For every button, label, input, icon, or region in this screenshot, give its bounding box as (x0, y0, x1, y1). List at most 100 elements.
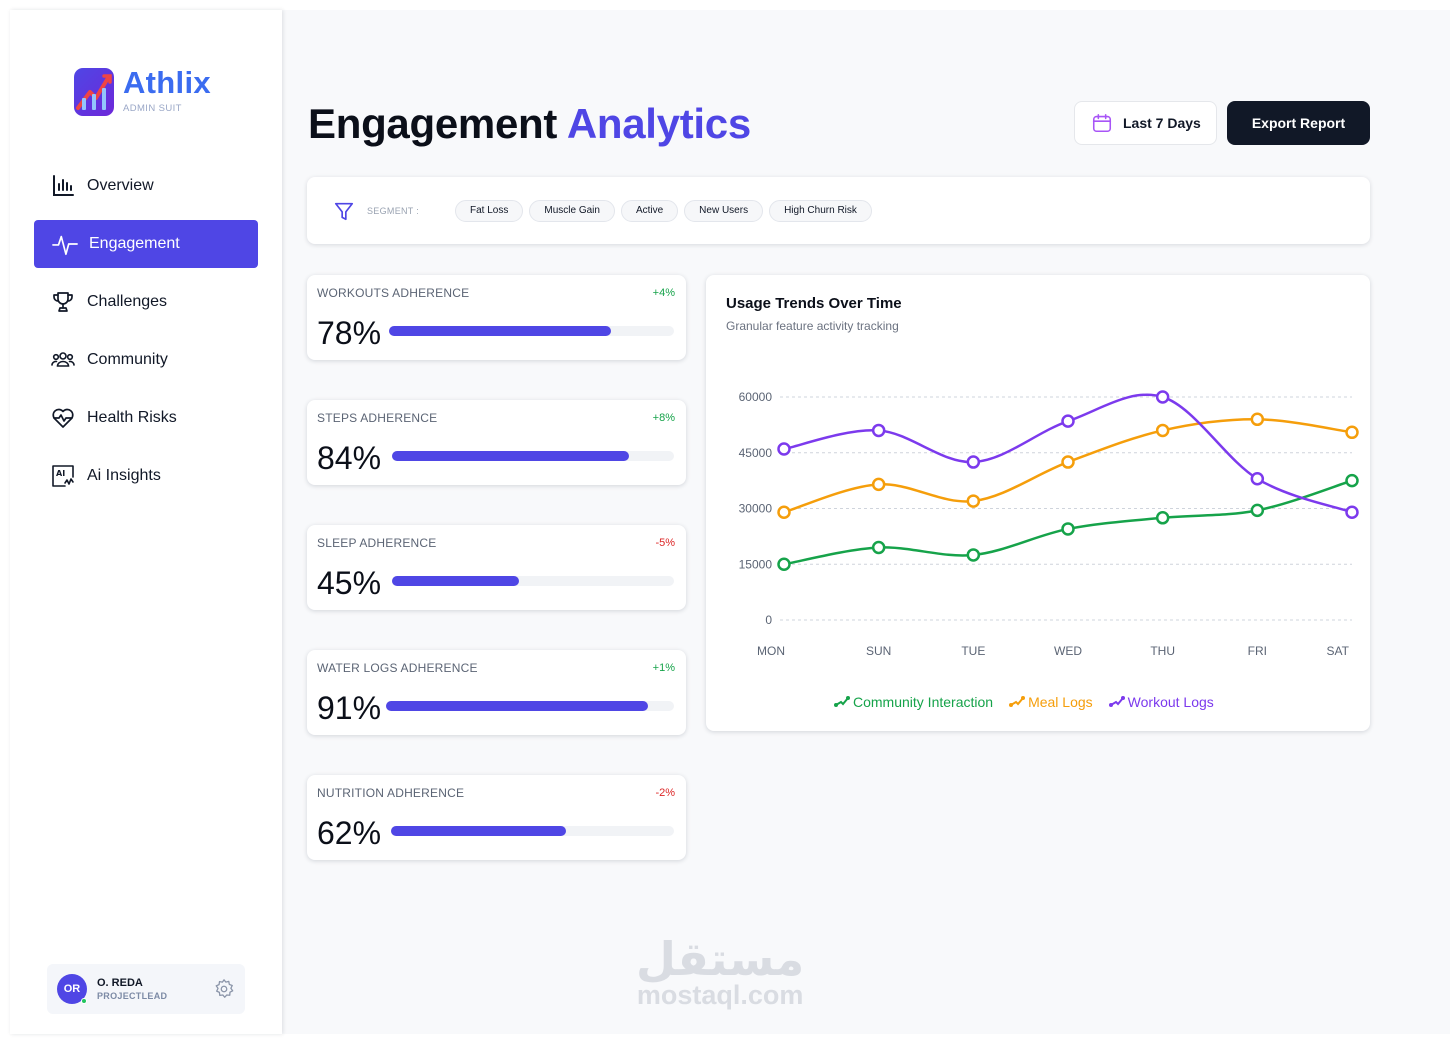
adherence-progress-fill (386, 701, 649, 711)
chart-legend: Community Interaction Meal Logs Workout … (834, 694, 1230, 710)
adherence-progress-track (392, 576, 674, 586)
adherence-progress-fill (392, 576, 519, 586)
brand-name: Athlix (123, 65, 211, 100)
segment-chip-muscle-gain[interactable]: Muscle Gain (529, 199, 615, 222)
segment-chip-high-churn-risk[interactable]: High Churn Risk (769, 199, 872, 222)
data-point[interactable] (871, 540, 886, 555)
data-point[interactable] (1345, 505, 1359, 519)
user-profile-card[interactable]: OR O. REDA PROJECTLEAD (47, 964, 245, 1014)
legend-item-meal-logs[interactable]: Meal Logs (1009, 694, 1093, 710)
sidebar: Athlix ADMIN SUIT Overview Engagement (10, 10, 282, 1034)
adherence-card-delta: +4% (652, 287, 675, 299)
adherence-progress-track (391, 826, 674, 836)
data-point[interactable] (1061, 414, 1075, 428)
user-name: O. REDA (97, 977, 143, 989)
calendar-icon (1091, 112, 1113, 134)
adherence-card-delta: -2% (655, 787, 675, 799)
y-tick-label: 45000 (739, 446, 773, 460)
x-tick-label: THU (1150, 644, 1175, 658)
adherence-card-title: WORKOUTS ADHERENCE (317, 286, 470, 300)
data-point[interactable] (1250, 412, 1265, 427)
data-point[interactable] (1250, 503, 1265, 518)
adherence-card-delta: -5% (655, 537, 675, 549)
sidebar-item-ai-insights[interactable]: AI Ai Insights (34, 452, 258, 500)
adherence-card-workouts[interactable]: WORKOUTS ADHERENCE +4% 78% (307, 275, 686, 360)
y-tick-label: 15000 (739, 557, 773, 571)
legend-item-workout-logs[interactable]: Workout Logs (1108, 694, 1214, 710)
heart-pulse-icon (50, 405, 76, 431)
watermark-arabic: مستقل (636, 932, 805, 986)
data-point[interactable] (1345, 473, 1359, 488)
chart-subtitle: Granular feature activity tracking (726, 319, 899, 333)
gear-icon[interactable] (213, 978, 235, 1000)
segment-chip-new-users[interactable]: New Users (684, 199, 764, 222)
data-point[interactable] (1155, 511, 1170, 525)
sidebar-item-overview[interactable]: Overview (34, 162, 258, 210)
sidebar-item-label: Health Risks (87, 409, 177, 426)
sidebar-item-challenges[interactable]: Challenges (34, 278, 258, 326)
data-point[interactable] (777, 442, 791, 456)
data-point[interactable] (777, 505, 791, 519)
data-point[interactable] (1345, 425, 1359, 440)
trophy-icon (50, 289, 76, 315)
y-tick-label: 30000 (739, 502, 773, 516)
adherence-progress-track (386, 701, 674, 711)
avatar[interactable]: OR (57, 974, 87, 1004)
export-report-button[interactable]: Export Report (1227, 101, 1370, 145)
adherence-progress-track (389, 326, 674, 336)
sidebar-item-label: Ai Insights (87, 467, 161, 484)
adherence-card-value: 45% (317, 565, 382, 601)
adherence-progress-fill (392, 451, 629, 461)
filter-icon[interactable] (333, 200, 355, 222)
data-point[interactable] (966, 548, 981, 562)
x-tick-label: WED (1054, 644, 1082, 658)
sidebar-item-label: Challenges (87, 293, 168, 310)
activity-pulse-icon (52, 231, 78, 257)
adherence-card-title: STEPS ADHERENCE (317, 411, 438, 425)
adherence-card-nutrition[interactable]: NUTRITION ADHERENCE -2% 62% (307, 775, 686, 860)
sidebar-item-health-risks[interactable]: Health Risks (34, 394, 258, 442)
data-point[interactable] (1250, 472, 1265, 486)
adherence-card-sleep[interactable]: SLEEP ADHERENCE -5% 45% (307, 525, 686, 610)
adherence-card-delta: +8% (652, 412, 675, 424)
data-point[interactable] (777, 557, 791, 571)
x-tick-label: FRI (1248, 644, 1267, 658)
x-tick-label: MON (757, 644, 785, 658)
data-point[interactable] (966, 494, 981, 508)
segment-chip-fat-loss[interactable]: Fat Loss (455, 199, 524, 222)
data-point[interactable] (1155, 390, 1170, 404)
page-title-accent: Analytics (566, 100, 751, 147)
date-range-label: Last 7 Days (1123, 115, 1201, 131)
date-range-button[interactable]: Last 7 Days (1074, 101, 1217, 145)
brand-subtitle: ADMIN SUIT (123, 103, 182, 114)
data-point[interactable] (871, 423, 886, 438)
legend-label: Workout Logs (1127, 694, 1214, 710)
data-point[interactable] (966, 455, 981, 469)
sidebar-item-engagement[interactable]: Engagement (34, 220, 258, 268)
data-point[interactable] (1061, 455, 1075, 469)
ai-chart-icon: AI (50, 463, 76, 489)
chart-title: Usage Trends Over Time (726, 295, 902, 312)
data-point[interactable] (1061, 522, 1075, 536)
series-line-icon (834, 696, 850, 707)
adherence-progress-track (392, 451, 674, 461)
sidebar-item-label: Engagement (89, 235, 180, 252)
segment-chip-active[interactable]: Active (620, 199, 679, 222)
adherence-progress-fill (389, 326, 612, 336)
legend-item-community[interactable]: Community Interaction (834, 694, 993, 710)
brand-logo[interactable]: Athlix ADMIN SUIT (74, 66, 211, 116)
adherence-card-steps[interactable]: STEPS ADHERENCE +8% 84% (307, 400, 686, 485)
data-point[interactable] (871, 477, 886, 492)
page-title-main: Engagement (308, 100, 558, 147)
sidebar-item-community[interactable]: Community (34, 336, 258, 384)
adherence-card-title: WATER LOGS ADHERENCE (317, 661, 478, 675)
legend-label: Community Interaction (853, 694, 994, 710)
x-tick-label: TUE (961, 644, 985, 658)
sidebar-nav: Overview Engagement Challenges (34, 162, 258, 510)
adherence-card-water-logs[interactable]: WATER LOGS ADHERENCE +1% 91% (307, 650, 686, 735)
watermark: مستقل mostaql.com (636, 934, 804, 1010)
segment-label: SEGMENT : (367, 205, 420, 216)
data-point[interactable] (1155, 423, 1170, 438)
sidebar-item-label: Overview (87, 177, 154, 194)
adherence-card-value: 62% (317, 815, 382, 851)
